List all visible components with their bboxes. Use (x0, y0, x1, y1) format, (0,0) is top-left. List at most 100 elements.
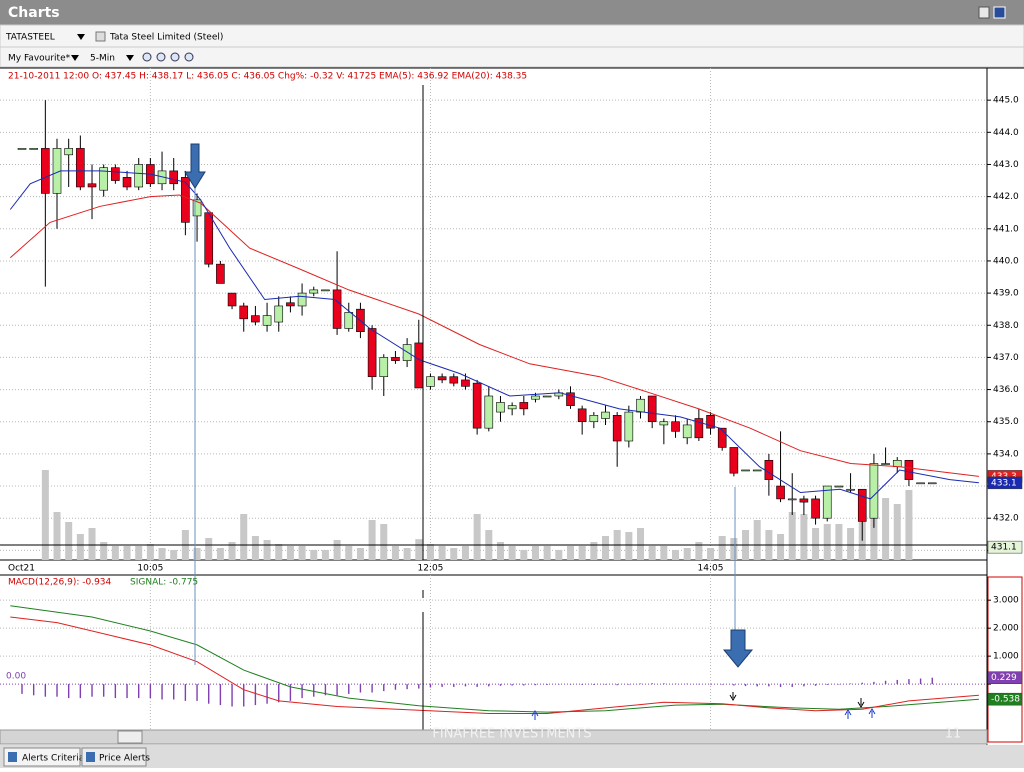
dropdown-arrow[interactable] (71, 55, 79, 61)
volume-bar (660, 546, 668, 560)
histogram-bar (196, 684, 198, 701)
watermark: FINAFREE INVESTMENTS (432, 727, 591, 742)
tab-label[interactable]: Alerts Criteria (22, 754, 84, 764)
tab[interactable] (3, 747, 81, 767)
histogram-bar (616, 684, 618, 686)
zoom-out[interactable] (156, 52, 166, 62)
volume-bar (578, 546, 586, 560)
volume-bar (590, 542, 598, 560)
volume-bar (555, 550, 563, 560)
histogram-bar (721, 684, 723, 685)
candle-body (671, 421, 680, 432)
histogram-bar (219, 684, 222, 706)
y-tick-label: 3.000 (993, 596, 1019, 606)
volume-bar (170, 550, 178, 560)
zoom-reset[interactable] (184, 52, 194, 62)
zoom-fit[interactable] (170, 52, 180, 62)
candle-body (857, 488, 867, 522)
candle-body (484, 395, 494, 429)
symbol-select[interactable]: TATASTEEL (5, 33, 55, 43)
y-tick-label: 434.0 (993, 449, 1019, 459)
candle-body (64, 148, 73, 156)
value-label: 431.1 (991, 543, 1017, 553)
tab-bar (0, 745, 1024, 768)
volume-bar (508, 546, 516, 560)
volume-bar (415, 539, 423, 560)
search-icon[interactable] (95, 31, 106, 42)
y-tick-label: 440.0 (993, 256, 1019, 266)
volume-bar (543, 546, 551, 560)
candle-body (589, 414, 599, 423)
price-info: 21-10-2011 12:00 O: 437.45 H: 438.17 L: … (8, 72, 527, 82)
candle-body (262, 315, 272, 326)
close-button[interactable] (993, 6, 1006, 19)
volume-bar (100, 542, 108, 560)
histogram-bar (32, 684, 35, 696)
histogram-bar (709, 684, 712, 685)
histogram-bar (499, 684, 502, 686)
candle-body (496, 402, 505, 413)
tab-label[interactable]: Price Alerts (99, 754, 150, 764)
histogram-bar (604, 684, 607, 685)
volume-bar (275, 544, 283, 560)
candle-body (752, 469, 762, 472)
histogram-bar (698, 683, 700, 685)
candle-body (846, 488, 855, 491)
zoom-in[interactable] (142, 52, 152, 62)
volume-bar (53, 512, 61, 560)
candle-body (181, 177, 190, 223)
histogram-bar (663, 683, 665, 685)
tab-icon (8, 752, 17, 762)
histogram-bar (429, 684, 432, 688)
histogram-bar (791, 684, 793, 687)
tab[interactable] (81, 747, 147, 767)
histogram-bar (348, 684, 350, 694)
histogram-bar (593, 684, 595, 685)
histogram-bar (336, 684, 338, 696)
dropdown-arrow[interactable] (77, 34, 85, 40)
y-tick-label: 436.0 (993, 385, 1019, 395)
dropdown-arrow[interactable] (126, 55, 134, 61)
candle-body (834, 485, 844, 488)
histogram-bar (558, 684, 560, 685)
volume-bar (76, 534, 84, 560)
histogram-bar (768, 684, 770, 687)
volume-bar (263, 540, 271, 560)
volume-bar (648, 546, 656, 560)
histogram-bar (243, 684, 245, 707)
volume-bar (870, 500, 878, 560)
scroll-thumb[interactable] (117, 730, 143, 744)
histogram-bar (441, 684, 443, 687)
value-box (987, 540, 1023, 554)
candle-body (239, 305, 249, 320)
candle-body (111, 167, 120, 181)
scrollbar[interactable] (0, 729, 988, 745)
volume-bar (893, 504, 901, 560)
histogram-bar (67, 684, 70, 699)
candle-body (601, 411, 610, 419)
candle-body (449, 376, 459, 384)
volume-bar (380, 524, 388, 560)
ema5-line (9, 170, 979, 500)
y-tick-label: 442.0 (993, 192, 1019, 202)
candle-body (17, 148, 27, 150)
volume-bar (158, 548, 166, 560)
page-number: 11 (945, 727, 962, 742)
company-name: Tata Steel Limited (Steel) (109, 33, 223, 43)
histogram-bar (383, 684, 385, 692)
candle-body (461, 379, 470, 387)
interval-select[interactable]: 5-Min (90, 54, 115, 64)
restore-button[interactable] (978, 6, 990, 19)
volume-bar (205, 538, 213, 560)
marker-arrow (868, 708, 876, 718)
favourite-select[interactable]: My Favourite* (8, 54, 71, 64)
histogram-bar (639, 683, 642, 685)
value-box (987, 476, 1023, 490)
volume-bar (240, 514, 248, 560)
volume-bar (403, 548, 411, 560)
candle-body (787, 498, 797, 501)
histogram-bar (56, 684, 58, 697)
candle-body (344, 312, 354, 329)
